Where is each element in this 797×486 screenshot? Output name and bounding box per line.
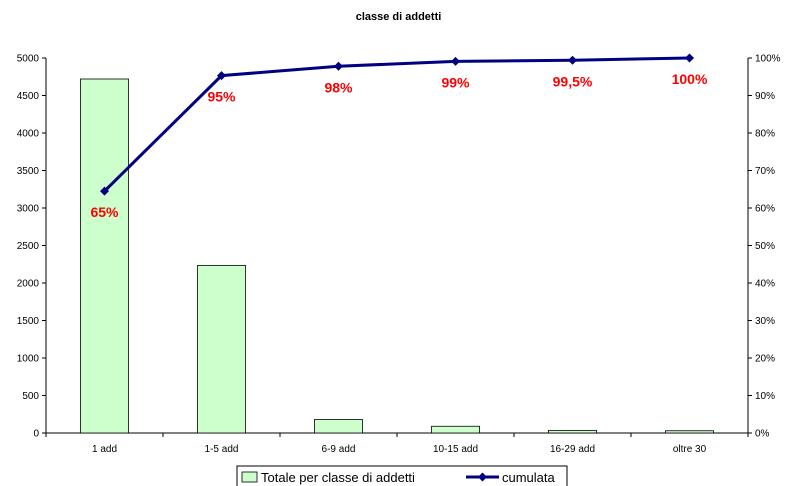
y2-tick-label: 40%	[755, 279, 775, 290]
y-tick-label: 500	[22, 391, 39, 402]
y2-tick-label: 60%	[755, 204, 775, 215]
y-tick-label: 4500	[17, 91, 40, 102]
data-point	[685, 53, 694, 63]
y2-tick-label: 70%	[755, 166, 775, 177]
bar	[431, 425, 480, 434]
bar	[197, 264, 246, 434]
y-tick-label: 3000	[17, 204, 40, 215]
axes: 0 500 1000 1500 2000 2500 3000 3500 4000 4500 5000…	[17, 54, 781, 456]
x-tick-label: 1 add	[92, 444, 117, 455]
y2-tick-label: 50%	[755, 241, 775, 252]
x-tick-label: oltre 30	[673, 444, 707, 455]
data-point	[334, 61, 343, 71]
legend-swatch-marker	[478, 472, 487, 482]
y2-tick-label: 10%	[755, 391, 775, 402]
y2-tick-label: 30%	[755, 316, 775, 327]
x-tick-label: 6-9 add	[322, 444, 356, 455]
data-point	[217, 71, 226, 81]
data-point	[100, 186, 109, 196]
y-tick-label: 3500	[17, 166, 40, 177]
data-label: 95%	[207, 89, 236, 105]
x-tick-label: 16-29 add	[550, 444, 595, 455]
y-tick-label: 1000	[17, 354, 40, 365]
data-label: 65%	[90, 204, 119, 220]
y-tick-label: 4000	[17, 129, 40, 140]
legend-label: Totale per classe di addetti	[261, 470, 415, 485]
legend-box	[236, 465, 568, 486]
bar	[314, 419, 363, 434]
data-label: 100%	[672, 71, 708, 87]
y-tick-label: 2500	[17, 241, 40, 252]
y-tick-label: 5000	[17, 54, 40, 65]
y2-tick-label: 20%	[755, 354, 775, 365]
data-point	[568, 55, 577, 65]
y-tick-label: 0	[33, 429, 39, 440]
legend-label: cumulata	[502, 470, 556, 485]
legend-swatch-bar	[241, 471, 258, 483]
y-tick-label: 2000	[17, 279, 40, 290]
data-label: 99%	[441, 74, 470, 90]
bar	[665, 430, 714, 434]
y-tick-label: 1500	[17, 316, 40, 327]
bar	[548, 429, 597, 434]
x-tick-label: 10-15 add	[433, 444, 478, 455]
data-point	[451, 56, 460, 66]
chart-title: classe di addetti	[356, 11, 442, 23]
y2-tick-label: 90%	[755, 91, 775, 102]
bar	[80, 78, 129, 434]
data-label: 99,5%	[553, 73, 593, 89]
line-series: 65% 95% 98% 99% 99,5% 100%	[90, 53, 708, 220]
y2-tick-label: 100%	[755, 54, 781, 65]
cumulata-line	[103, 56, 690, 193]
x-tick-label: 1-5 add	[205, 444, 239, 455]
y2-tick-label: 0%	[755, 429, 770, 440]
data-label: 98%	[324, 79, 353, 95]
legend: Totale per classe di addetti cumulata	[236, 465, 568, 486]
bar-series	[80, 78, 714, 434]
y2-tick-label: 80%	[755, 129, 775, 140]
